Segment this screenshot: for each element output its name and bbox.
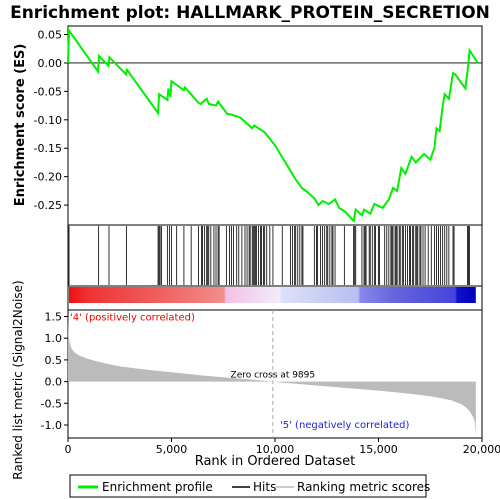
positive-correlation-label: '4' (positively correlated) bbox=[70, 312, 195, 323]
metric-y-axis-label: Ranked list metric (Signal2Noise) bbox=[11, 280, 25, 479]
metric-panel: 1.5 1.0 0.5 0.0 -0.5 -1.0 '4' (positively cor… bbox=[11, 280, 483, 480]
es-y-tick-label: -0.15 bbox=[34, 142, 62, 155]
es-y-tick-label: -0.20 bbox=[34, 171, 62, 184]
zero-cross-label: Zero cross at 9895 bbox=[231, 371, 316, 381]
es-y-tick-label: -0.05 bbox=[34, 85, 62, 98]
enrichment-profile-line bbox=[67, 27, 479, 224]
ranking-metric-area bbox=[68, 315, 476, 438]
metric-y-tick-label: 1.5 bbox=[45, 311, 63, 324]
metric-y-tick-label: 0.0 bbox=[45, 376, 63, 389]
hits-group bbox=[68, 226, 470, 285]
es-y-axis-label: Enrichment score (ES) bbox=[13, 44, 28, 207]
metric-y-tick-label: -1.0 bbox=[41, 419, 62, 432]
x-axis-label: Rank in Ordered Dataset bbox=[195, 454, 356, 469]
legend-box bbox=[69, 474, 427, 498]
chart-title: Enrichment plot: HALLMARK_PROTEIN_SECRET… bbox=[10, 3, 490, 23]
es-y-tick-label: -0.25 bbox=[34, 199, 62, 212]
x-tick-label: 10,000 bbox=[256, 443, 295, 456]
x-tick-label: 20,000 bbox=[463, 443, 500, 456]
x-tick-label: 5,000 bbox=[156, 443, 188, 456]
es-panel: 0.05 0.00 -0.05 -0.10 -0.15 -0.20 -0.25 Enrich… bbox=[13, 25, 483, 226]
hits-panel bbox=[67, 224, 483, 287]
es-y-tick-label: 0.00 bbox=[38, 57, 63, 70]
es-y-tick-label: -0.10 bbox=[34, 114, 62, 127]
rank-heatmap-bar bbox=[69, 287, 476, 303]
es-y-tick-label: 0.05 bbox=[38, 29, 63, 42]
legend-metric-label: Ranking metric scores bbox=[297, 480, 430, 494]
metric-y-tick-label: 1.0 bbox=[45, 332, 63, 345]
metric-y-tick-label: -0.5 bbox=[41, 397, 62, 410]
x-tick-label: 15,000 bbox=[359, 443, 398, 456]
x-tick-label: 0 bbox=[65, 443, 72, 456]
x-axis: 0 5,000 10,000 15,000 20,000 bbox=[65, 438, 500, 456]
es-y-axis: 0.05 0.00 -0.05 -0.10 -0.15 -0.20 -0.25 bbox=[34, 29, 68, 212]
legend: Enrichment profile Hits Ranking metric s… bbox=[69, 474, 430, 498]
negative-correlation-label: '5' (negatively correlated) bbox=[280, 420, 409, 431]
legend-enrichment-label: Enrichment profile bbox=[102, 480, 213, 494]
metric-y-tick-label: 0.5 bbox=[45, 354, 63, 367]
metric-y-axis: 1.5 1.0 0.5 0.0 -0.5 -1.0 bbox=[41, 311, 68, 432]
legend-hits-label: Hits bbox=[253, 480, 276, 494]
